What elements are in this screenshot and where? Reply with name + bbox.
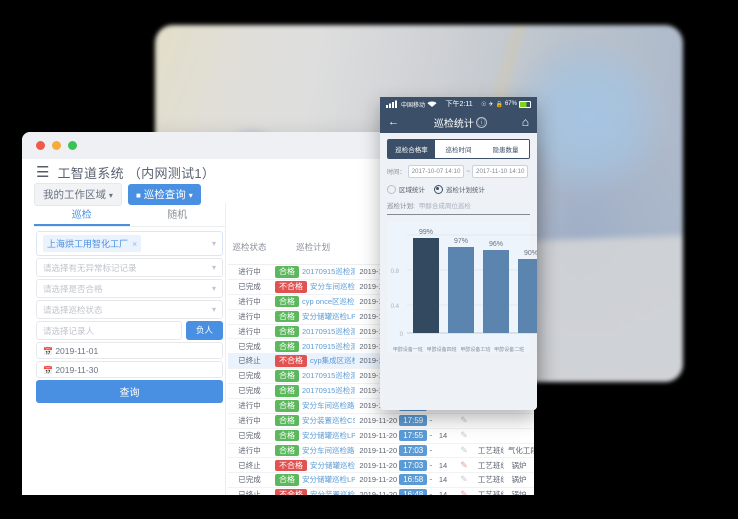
svg-text:96%: 96%	[489, 241, 503, 248]
svg-text:0: 0	[400, 332, 404, 338]
svg-text:0.4: 0.4	[391, 304, 400, 310]
svg-text:90%: 90%	[524, 250, 537, 257]
svg-text:97%: 97%	[454, 238, 468, 245]
svg-text:99%: 99%	[419, 229, 433, 236]
svg-text:0.8: 0.8	[391, 269, 400, 275]
